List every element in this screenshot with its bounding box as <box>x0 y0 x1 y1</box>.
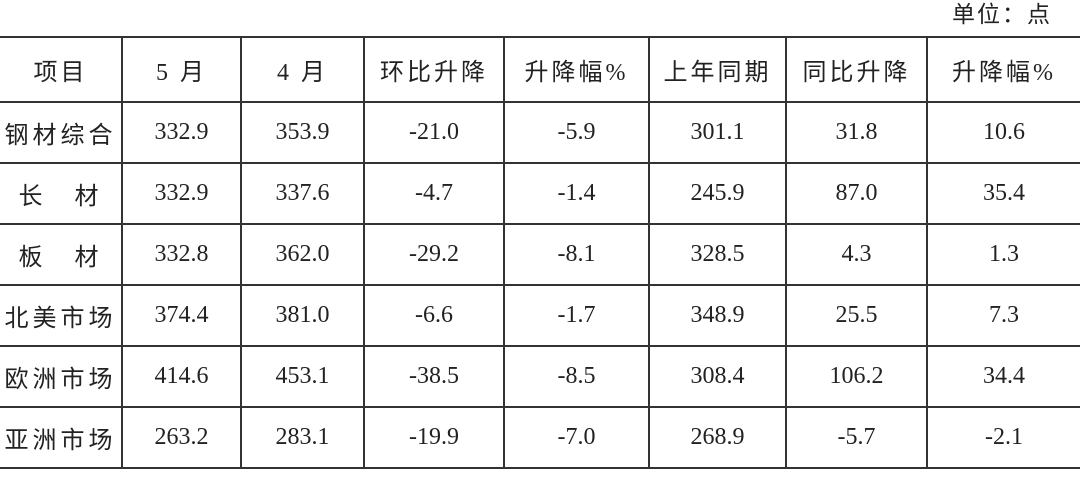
table-cell: -5.9 <box>503 101 650 164</box>
table-cell: -1.7 <box>503 284 650 347</box>
row-label: 亚洲市场 <box>0 406 123 469</box>
table-cell: -5.7 <box>785 406 928 469</box>
table-cell: 337.6 <box>240 162 365 225</box>
header-cell: 项目 <box>0 36 123 103</box>
table-cell: -2.1 <box>926 406 1080 469</box>
header-cell: 4 月 <box>240 36 365 103</box>
table-cell: -19.9 <box>363 406 505 469</box>
table-cell: 7.3 <box>926 284 1080 347</box>
header-cell: 上年同期 <box>648 36 787 103</box>
table-row: 钢材综合 332.9 353.9 -21.0 -5.9 301.1 31.8 10.6 <box>0 101 1080 164</box>
table-cell: 245.9 <box>648 162 787 225</box>
row-label: 长 材 <box>0 162 123 225</box>
table-cell: -8.5 <box>503 345 650 408</box>
table-cell: -8.1 <box>503 223 650 286</box>
header-row: 项目 5 月 4 月 环比升降 升降幅% 上年同期 同比升降 升降幅% <box>0 36 1080 103</box>
table-row: 板 材 332.8 362.0 -29.2 -8.1 328.5 4.3 1.3 <box>0 223 1080 286</box>
table-row: 欧洲市场 414.6 453.1 -38.5 -8.5 308.4 106.2 34.4 <box>0 345 1080 408</box>
row-label: 钢材综合 <box>0 101 123 164</box>
row-label: 板 材 <box>0 223 123 286</box>
table-cell: -38.5 <box>363 345 505 408</box>
table-cell: 332.9 <box>121 101 242 164</box>
header-cell: 同比升降 <box>785 36 928 103</box>
table-cell: 328.5 <box>648 223 787 286</box>
table-cell: 374.4 <box>121 284 242 347</box>
table-cell: -7.0 <box>503 406 650 469</box>
table-cell: 106.2 <box>785 345 928 408</box>
table-cell: -6.6 <box>363 284 505 347</box>
table-cell: 25.5 <box>785 284 928 347</box>
table-cell: 453.1 <box>240 345 365 408</box>
table-cell: 263.2 <box>121 406 242 469</box>
table-cell: -29.2 <box>363 223 505 286</box>
table-cell: -21.0 <box>363 101 505 164</box>
table-cell: 1.3 <box>926 223 1080 286</box>
table-cell: -1.4 <box>503 162 650 225</box>
table-cell: 348.9 <box>648 284 787 347</box>
header-cell: 环比升降 <box>363 36 505 103</box>
table-cell: 87.0 <box>785 162 928 225</box>
table-row: 长 材 332.9 337.6 -4.7 -1.4 245.9 87.0 35.4 <box>0 162 1080 225</box>
header-cell: 5 月 <box>121 36 242 103</box>
table-row: 亚洲市场 263.2 283.1 -19.9 -7.0 268.9 -5.7 -2.1 <box>0 406 1080 469</box>
table-cell: 268.9 <box>648 406 787 469</box>
table-cell: 381.0 <box>240 284 365 347</box>
unit-label: 单位：点 <box>952 2 1052 27</box>
table-cell: 414.6 <box>121 345 242 408</box>
header-cell: 升降幅% <box>926 36 1080 103</box>
row-label: 北美市场 <box>0 284 123 347</box>
table-cell: 362.0 <box>240 223 365 286</box>
price-index-table: 项目 5 月 4 月 环比升降 升降幅% 上年同期 同比升降 升降幅% 钢材综合… <box>0 36 1080 469</box>
table-cell: 332.8 <box>121 223 242 286</box>
table-cell: 34.4 <box>926 345 1080 408</box>
table-cell: 308.4 <box>648 345 787 408</box>
table-cell: 31.8 <box>785 101 928 164</box>
table-cell: 332.9 <box>121 162 242 225</box>
table-row: 北美市场 374.4 381.0 -6.6 -1.7 348.9 25.5 7.3 <box>0 284 1080 347</box>
table-cell: 10.6 <box>926 101 1080 164</box>
table-cell: 35.4 <box>926 162 1080 225</box>
table-cell: 4.3 <box>785 223 928 286</box>
table-cell: 353.9 <box>240 101 365 164</box>
header-cell: 升降幅% <box>503 36 650 103</box>
table-cell: -4.7 <box>363 162 505 225</box>
table-cell: 301.1 <box>648 101 787 164</box>
table-cell: 283.1 <box>240 406 365 469</box>
row-label: 欧洲市场 <box>0 345 123 408</box>
